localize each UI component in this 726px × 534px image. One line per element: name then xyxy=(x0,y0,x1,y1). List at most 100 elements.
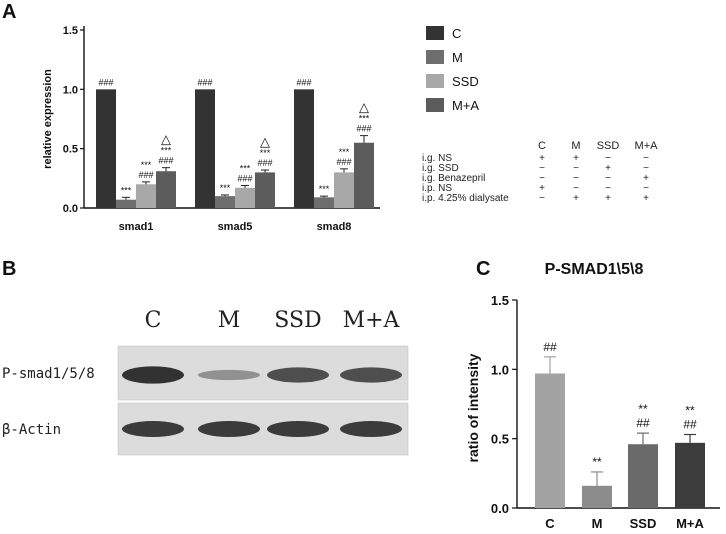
treatment-mark: − xyxy=(539,173,545,184)
chart-c-annotation: ## xyxy=(636,416,650,430)
legend-label: M+A xyxy=(452,98,479,113)
treatment-mark: − xyxy=(643,163,649,174)
chart-a-annotation: *** xyxy=(220,183,231,193)
chart-c-annotation: ** xyxy=(592,455,602,469)
chart-a-bar xyxy=(116,199,136,208)
chart-a-bar xyxy=(255,172,275,208)
chart-a-annotation: △ xyxy=(260,134,270,149)
treatment-mark: − xyxy=(605,173,611,184)
chart-a-bar xyxy=(96,89,116,208)
treatment-mark: − xyxy=(573,183,579,194)
treatment-header: M+A xyxy=(635,140,659,152)
treatment-mark: − xyxy=(643,183,649,194)
blot-band xyxy=(267,367,329,383)
chart-a-category-label: smad5 xyxy=(218,221,253,233)
treatment-mark: + xyxy=(605,163,611,174)
chart-a-annotation: ### xyxy=(138,170,153,180)
chart-a-bar xyxy=(215,196,235,208)
chart-c-ytick-label: 0.5 xyxy=(491,432,509,447)
chart-a-annotation: ### xyxy=(336,157,351,167)
blot-band xyxy=(340,367,402,383)
blot-lane-label: M+A xyxy=(343,308,401,333)
treatment-mark: − xyxy=(605,183,611,194)
chart-a-ytick-label: 0.0 xyxy=(63,203,78,215)
chart-c-category-label: SSD xyxy=(630,516,657,531)
chart-a-annotation: ### xyxy=(197,77,212,87)
treatment-mark: − xyxy=(539,163,545,174)
panel-a-letter: A xyxy=(2,1,16,23)
chart-a-annotation: △ xyxy=(161,132,171,147)
chart-a-ytick-label: 1.5 xyxy=(63,25,78,37)
treatment-mark: − xyxy=(605,153,611,164)
legend-label: SSD xyxy=(452,74,479,89)
chart-c-bar xyxy=(628,444,658,508)
chart-c-title: P-SMAD1\5\8 xyxy=(545,261,644,278)
chart-c-annotation: ## xyxy=(683,418,697,432)
treatment-mark: − xyxy=(573,163,579,174)
chart-c-bar xyxy=(675,442,705,508)
treatment-table: C M SSD M+Ai.g. NS + + − −i.g. SSD − − + −i.g. Bena… xyxy=(422,140,658,204)
blot-lane-label: C xyxy=(145,308,162,333)
chart-a-bar xyxy=(195,89,215,208)
chart-a-category-label: smad8 xyxy=(317,221,352,233)
chart-a-bar xyxy=(235,187,255,208)
blot-band xyxy=(340,421,402,437)
chart-c-category-label: M+A xyxy=(676,516,704,531)
chart-a: 0.00.51.01.5###******###△***###smad1###*… xyxy=(63,25,380,233)
treatment-row-label: i.g. Benazepril xyxy=(422,173,485,184)
treatment-mark: + xyxy=(539,153,545,164)
chart-c-ytick-label: 0.0 xyxy=(491,501,509,516)
treatment-row-label: i.p. NS xyxy=(422,183,452,194)
chart-a-annotation: *** xyxy=(339,147,350,157)
blot-band xyxy=(198,421,260,437)
chart-a-annotation: *** xyxy=(319,184,330,194)
chart-a-annotation: *** xyxy=(121,185,132,195)
chart-c-ylabel: ratio of intensity xyxy=(465,353,481,462)
treatment-mark: − xyxy=(539,193,545,204)
blot-lane-label: M xyxy=(218,308,241,333)
treatment-mark: − xyxy=(573,173,579,184)
blot-row-label: β-Actin xyxy=(2,422,61,438)
chart-a-ylabel: relative expression xyxy=(42,69,54,169)
treatment-row-label: i.g. SSD xyxy=(422,163,459,174)
blot-band xyxy=(267,421,329,437)
chart-c-ytick-label: 1.5 xyxy=(491,293,509,308)
treatment-mark: + xyxy=(573,153,579,164)
treatment-mark: + xyxy=(539,183,545,194)
chart-a-annotation: ### xyxy=(158,156,173,166)
treatment-mark: + xyxy=(573,193,579,204)
treatment-mark: + xyxy=(605,193,611,204)
chart-a-ytick-label: 1.0 xyxy=(63,84,78,96)
legend-swatch xyxy=(426,50,444,64)
chart-a-annotation: *** xyxy=(240,163,251,173)
chart-a-annotation: △ xyxy=(359,100,369,115)
chart-c-annotation: ** xyxy=(638,402,648,416)
chart-c: 0.00.51.01.5##C**M**##SSD**##M+A xyxy=(491,293,720,531)
chart-a-annotation: *** xyxy=(359,114,370,124)
treatment-header: M xyxy=(571,140,580,152)
chart-a-annotation: *** xyxy=(141,160,152,170)
chart-a-bar xyxy=(156,171,176,208)
chart-a-annotation: *** xyxy=(260,148,271,158)
treatment-header: C xyxy=(538,140,546,152)
chart-a-bar xyxy=(294,89,314,208)
western-blot: C M SSD M+A P-smad1/5/8 β-Actin xyxy=(2,308,409,456)
chart-c-bar xyxy=(582,485,612,508)
blot-band xyxy=(198,369,260,381)
legend-label: M xyxy=(452,50,463,65)
treatment-mark: − xyxy=(643,153,649,164)
chart-a-annotation: ### xyxy=(257,158,272,168)
chart-a-bar xyxy=(314,197,334,208)
blot-row-label: P-smad1/5/8 xyxy=(2,366,95,382)
treatment-mark: + xyxy=(643,193,649,204)
chart-a-annotation: *** xyxy=(161,146,172,156)
chart-c-bar xyxy=(535,373,565,508)
chart-a-bar xyxy=(354,142,374,208)
chart-a-legend: CM SSD M+A xyxy=(426,26,479,113)
chart-a-annotation: ### xyxy=(237,173,252,183)
chart-a-ytick-label: 0.5 xyxy=(63,144,78,156)
legend-label: C xyxy=(452,26,461,41)
treatment-mark: + xyxy=(643,173,649,184)
chart-c-category-label: M xyxy=(592,516,603,531)
